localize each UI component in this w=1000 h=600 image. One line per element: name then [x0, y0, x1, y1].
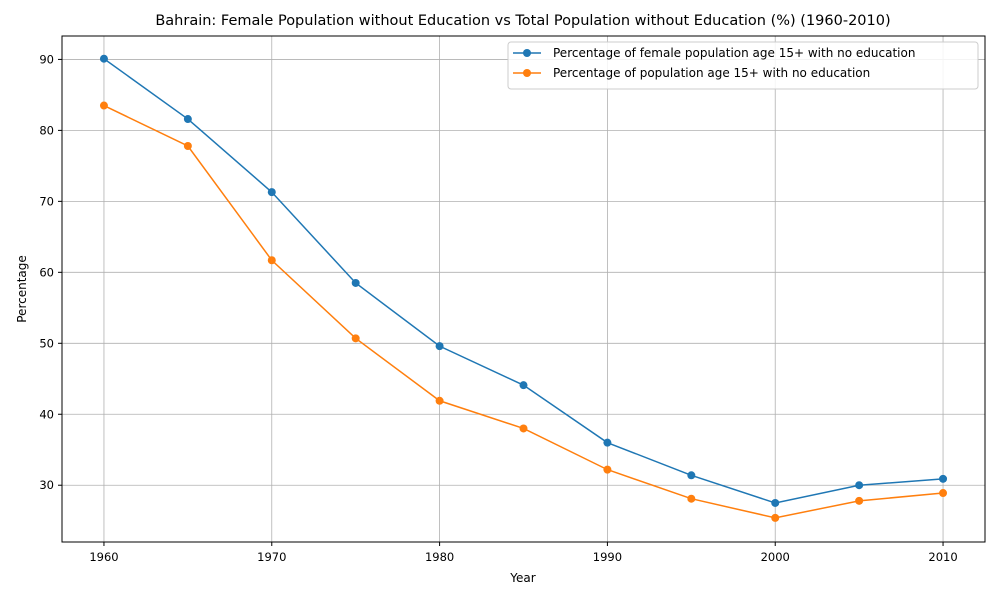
data-point	[687, 494, 696, 503]
data-point	[351, 334, 360, 343]
y-axis-label: Percentage	[15, 255, 29, 323]
data-point	[519, 381, 528, 390]
y-tick-label: 30	[39, 478, 54, 492]
data-point	[939, 489, 948, 498]
series-2	[99, 101, 948, 522]
legend-entry: Percentage of female population age 15+ …	[513, 46, 915, 60]
y-tick-label: 60	[39, 265, 54, 279]
data-point	[939, 474, 948, 483]
ticks: 1960 1970 1980 1990 2000 2010 30 40 50 60 70 80 90	[39, 52, 957, 564]
legend-box	[507, 41, 979, 90]
data-point	[687, 471, 696, 480]
legend: Percentage of female population age 15+ …	[507, 41, 979, 90]
y-tick-label: 50	[39, 336, 54, 350]
data-point	[771, 513, 780, 522]
data-point	[99, 101, 108, 110]
data-point	[603, 438, 612, 447]
grid	[62, 36, 985, 542]
data-point	[435, 396, 444, 405]
data-point	[603, 465, 612, 474]
y-tick-label: 80	[39, 123, 54, 137]
x-tick-label: 1960	[89, 550, 118, 564]
data-point	[435, 342, 444, 351]
data-point	[519, 424, 528, 433]
series-line	[103, 104, 944, 519]
legend-marker	[523, 69, 531, 77]
y-tick-label: 40	[39, 407, 54, 421]
series-1	[99, 54, 948, 507]
x-tick-label: 2000	[761, 550, 790, 564]
data-point	[855, 481, 864, 490]
legend-label: Percentage of population age 15+ with no…	[553, 66, 870, 80]
data-point	[351, 278, 360, 287]
plot-frame	[61, 35, 986, 543]
x-tick-label: 2010	[928, 550, 957, 564]
data-point	[267, 188, 276, 197]
data-point	[267, 256, 276, 265]
legend-label: Percentage of female population age 15+ …	[553, 46, 915, 60]
data-point	[183, 142, 192, 150]
x-tick-label: 1970	[257, 550, 286, 564]
x-tick-label: 1980	[425, 550, 454, 564]
data-point	[99, 54, 108, 63]
x-tick-label: 1990	[593, 550, 622, 564]
legend-entry: Percentage of population age 15+ with no…	[513, 66, 870, 80]
y-tick-label: 90	[39, 52, 54, 66]
data-point	[771, 498, 780, 507]
data-point	[855, 496, 864, 505]
y-tick-label: 70	[39, 194, 54, 208]
data-point	[183, 115, 192, 124]
series-layer	[99, 54, 948, 522]
x-axis-label: Year	[509, 571, 535, 585]
legend-marker	[523, 49, 531, 57]
chart-title: Bahrain: Female Population without Educa…	[155, 13, 890, 29]
series-line	[103, 58, 944, 504]
